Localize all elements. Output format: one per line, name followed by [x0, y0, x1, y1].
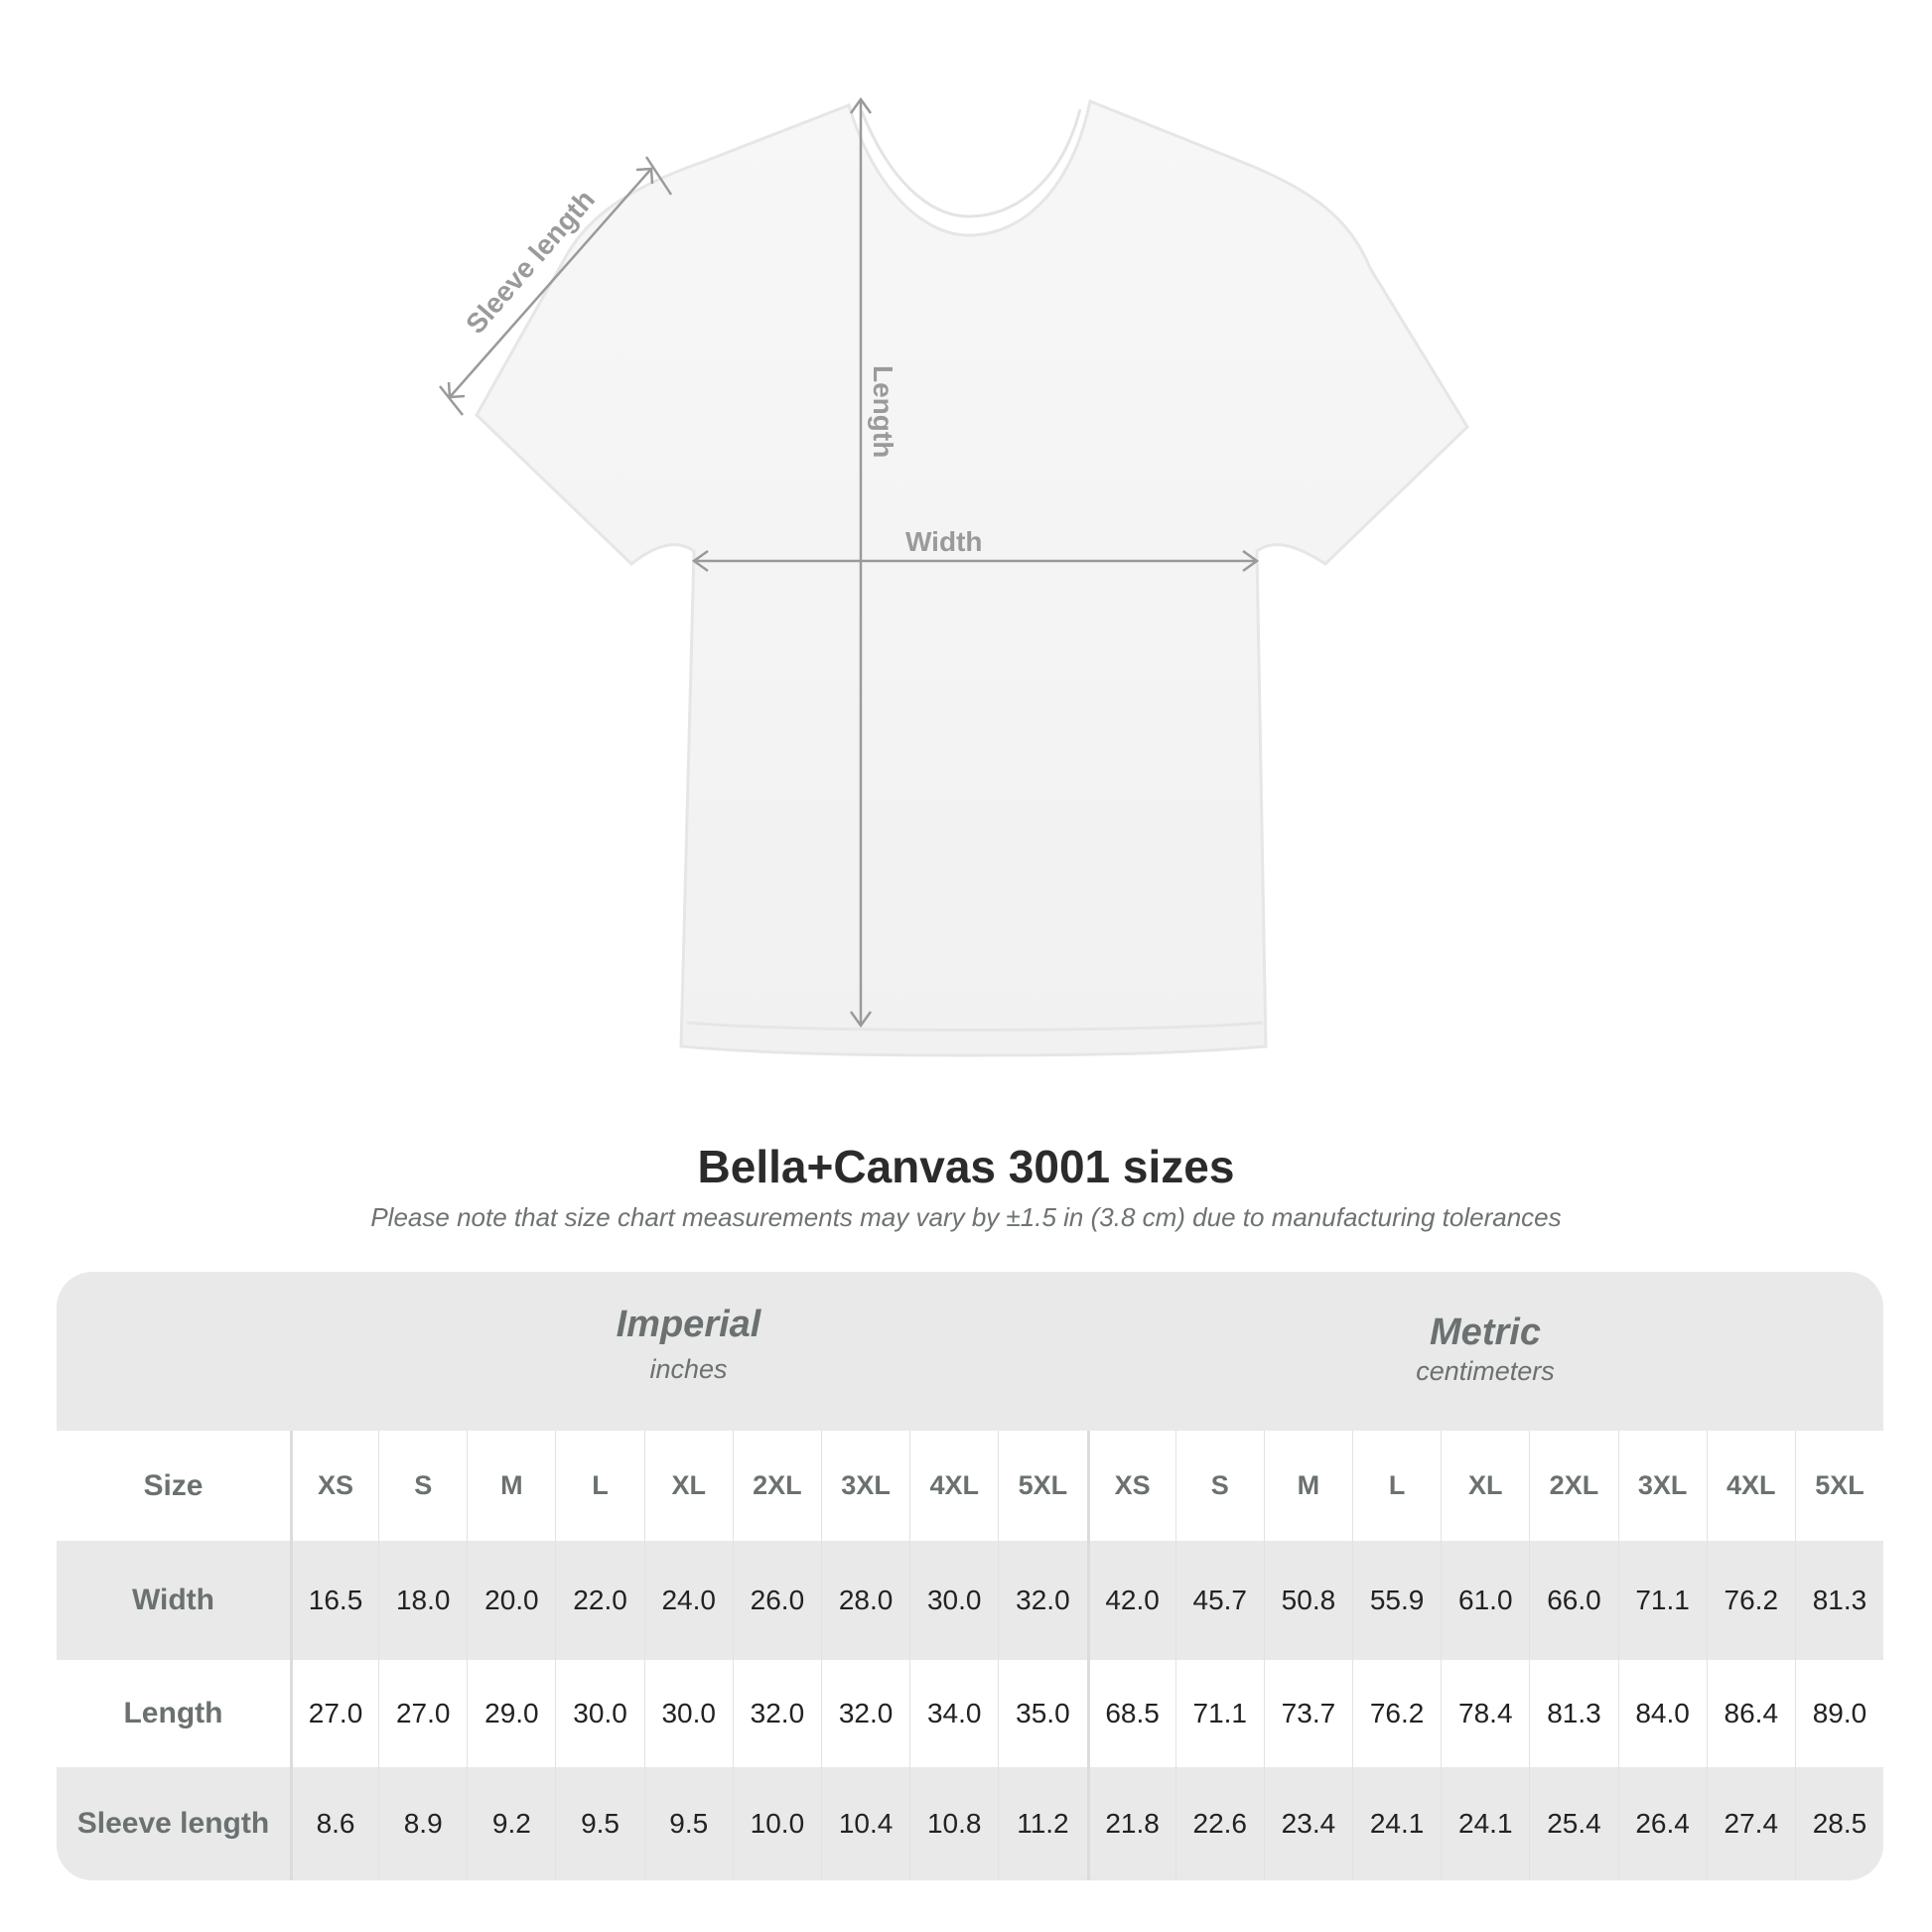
metric-title: Metric [1430, 1311, 1541, 1353]
metric-value-cell: 42.0 [1086, 1541, 1175, 1660]
metric-value-cell: 24.1 [1441, 1767, 1529, 1880]
imperial-size-s: S [378, 1431, 467, 1541]
imperial-size-2xl: 2XL [732, 1431, 821, 1541]
width-label: Width [905, 526, 983, 557]
imperial-value-cell: 34.0 [909, 1660, 998, 1767]
imperial-title: Imperial [616, 1304, 761, 1345]
imperial-unit: inches [649, 1354, 728, 1384]
imperial-size-4xl: 4XL [909, 1431, 998, 1541]
metric-value-cell: 26.4 [1617, 1767, 1707, 1880]
page-title: Bella+Canvas 3001 sizes [697, 1141, 1235, 1192]
imperial-size-m: M [467, 1431, 555, 1541]
imperial-value-cell: 10.4 [820, 1767, 909, 1880]
measurement-lines [439, 96, 1260, 1029]
metric-value-cell: 68.5 [1086, 1660, 1175, 1767]
metric-value-cell: 27.4 [1706, 1767, 1795, 1880]
metric-value-cell: 22.6 [1174, 1767, 1264, 1880]
imperial-value-cell: 32.0 [998, 1541, 1086, 1660]
imperial-size-3xl: 3XL [820, 1431, 909, 1541]
metric-value-cell: 84.0 [1617, 1660, 1707, 1767]
metric-size-m: M [1263, 1431, 1352, 1541]
imperial-value-cell: 24.0 [643, 1541, 733, 1660]
tshirt-shape [475, 98, 1469, 1057]
imperial-value-cell: 27.0 [289, 1660, 378, 1767]
metric-size-3xl: 3XL [1617, 1431, 1707, 1541]
metric-size-xs: XS [1086, 1431, 1175, 1541]
metric-value-cell: 78.4 [1441, 1660, 1529, 1767]
metric-value-cell: 81.3 [1529, 1660, 1617, 1767]
metric-value-cell: 66.0 [1529, 1541, 1617, 1660]
metric-value-cell: 81.3 [1794, 1541, 1883, 1660]
metric-size-xl: XL [1441, 1431, 1529, 1541]
imperial-value-cell: 29.0 [467, 1660, 555, 1767]
metric-value-cell: 25.4 [1529, 1767, 1617, 1880]
metric-value-cell: 45.7 [1174, 1541, 1264, 1660]
metric-size-s: S [1174, 1431, 1264, 1541]
imperial-value-cell: 18.0 [378, 1541, 467, 1660]
imperial-value-cell: 20.0 [467, 1541, 555, 1660]
metric-value-cell: 61.0 [1441, 1541, 1529, 1660]
imperial-value-cell: 30.0 [555, 1660, 643, 1767]
table-row-length: Length 27.0 27.0 29.0 30.0 30.0 32.0 32.0 34.0 35… [57, 1660, 1883, 1767]
row-label: Sleeve length [76, 1807, 270, 1840]
metric-value-cell: 28.5 [1794, 1767, 1883, 1880]
size-table: Imperial inches Metric centimeters Size X… [57, 1272, 1883, 1880]
size-label: Size [143, 1468, 204, 1502]
imperial-value-cell: 35.0 [998, 1660, 1086, 1767]
imperial-value-cell: 9.5 [643, 1767, 733, 1880]
tolerance-note: Please note that size chart measurements… [370, 1202, 1562, 1232]
metric-value-cell: 86.4 [1706, 1660, 1795, 1767]
sleeve-arrow [449, 168, 652, 398]
imperial-size-5xl: 5XL [998, 1431, 1086, 1541]
metric-value-cell: 71.1 [1617, 1541, 1707, 1660]
imperial-value-cell: 22.0 [555, 1541, 643, 1660]
imperial-value-cell: 10.8 [909, 1767, 998, 1880]
tshirt-diagram: Sleeve length Length Width [439, 96, 1469, 1057]
metric-value-cell: 24.1 [1352, 1767, 1441, 1880]
imperial-size-xs: XS [289, 1431, 378, 1541]
metric-value-cell: 55.9 [1352, 1541, 1441, 1660]
metric-size-l: L [1352, 1431, 1441, 1541]
imperial-value-cell: 26.0 [732, 1541, 821, 1660]
imperial-value-cell: 32.0 [732, 1660, 821, 1767]
metric-value-cell: 73.7 [1263, 1660, 1352, 1767]
metric-value-cell: 71.1 [1174, 1660, 1264, 1767]
imperial-value-cell: 9.5 [555, 1767, 643, 1880]
row-label: Width [131, 1584, 214, 1616]
metric-size-4xl: 4XL [1706, 1431, 1795, 1541]
metric-value-cell: 76.2 [1352, 1660, 1441, 1767]
hem-seam [686, 1021, 1264, 1032]
metric-value-cell: 21.8 [1086, 1767, 1175, 1880]
metric-unit: centimeters [1416, 1356, 1555, 1386]
imperial-size-l: L [555, 1431, 643, 1541]
metric-value-cell: 89.0 [1794, 1660, 1883, 1767]
imperial-value-cell: 11.2 [998, 1767, 1086, 1880]
metric-value-cell: 76.2 [1706, 1541, 1795, 1660]
size-header-row: Size XS S M L XL 2XL 3XL 4XL 5XL XS S M L XL 2XL 3XL 4XL 5… [57, 1431, 1883, 1541]
imperial-value-cell: 27.0 [378, 1660, 467, 1767]
imperial-size-xl: XL [643, 1431, 733, 1541]
imperial-value-cell: 9.2 [467, 1767, 555, 1880]
metric-header: Metric centimeters [1087, 1272, 1883, 1431]
row-label: Length [123, 1697, 223, 1729]
table-row-sleeve-length: Sleeve length 8.6 8.9 9.2 9.5 9.5 10.0 10.4 10.8… [57, 1767, 1883, 1880]
imperial-value-cell: 8.6 [289, 1767, 378, 1880]
length-label: Length [868, 365, 898, 458]
metric-value-cell: 23.4 [1263, 1767, 1352, 1880]
imperial-value-cell: 10.0 [732, 1767, 821, 1880]
imperial-value-cell: 30.0 [909, 1541, 998, 1660]
metric-size-5xl: 5XL [1794, 1431, 1883, 1541]
table-row-width: Width 16.5 18.0 20.0 22.0 24.0 26.0 28.0 30.0 32.… [57, 1541, 1883, 1660]
imperial-value-cell: 32.0 [820, 1660, 909, 1767]
metric-value-cell: 50.8 [1263, 1541, 1352, 1660]
imperial-value-cell: 8.9 [378, 1767, 467, 1880]
imperial-header: Imperial inches [290, 1272, 1087, 1431]
metric-size-2xl: 2XL [1529, 1431, 1617, 1541]
imperial-value-cell: 16.5 [289, 1541, 378, 1660]
collar-seam [860, 108, 1082, 218]
imperial-value-cell: 28.0 [820, 1541, 909, 1660]
imperial-value-cell: 30.0 [643, 1660, 733, 1767]
